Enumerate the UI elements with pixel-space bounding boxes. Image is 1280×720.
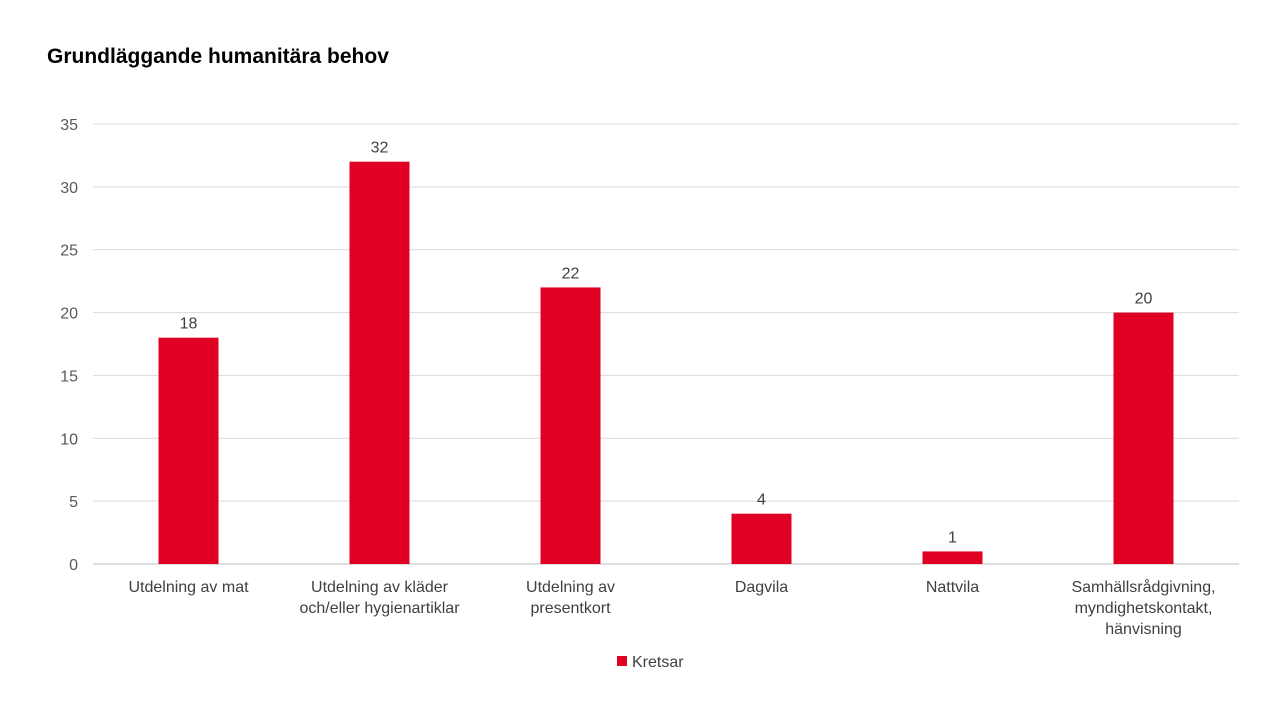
data-label: 20	[1135, 291, 1153, 308]
y-tick-label: 0	[69, 557, 78, 574]
bar	[540, 287, 601, 564]
bar	[731, 513, 792, 564]
y-tick-label: 10	[60, 431, 78, 448]
data-label: 4	[757, 492, 766, 509]
x-axis-categories: Utdelning av mat Utdelning av kläder och/e…	[128, 578, 1215, 638]
data-label: 22	[562, 265, 580, 282]
x-category-label: Utdelning av kläder och/eller hygienartik…	[299, 579, 460, 617]
bar	[158, 337, 219, 564]
y-tick-label: 25	[60, 243, 78, 260]
data-labels: 18 32 22 4 1 20	[180, 140, 1153, 547]
y-tick-label: 30	[60, 180, 78, 197]
y-tick-label: 20	[60, 306, 78, 323]
bar	[1113, 312, 1174, 564]
legend: Kretsar	[617, 654, 684, 671]
y-tick-label: 35	[60, 117, 78, 134]
y-tick-label: 5	[69, 494, 78, 511]
data-label: 18	[180, 316, 198, 333]
data-label: 32	[371, 140, 389, 157]
bar	[349, 161, 410, 564]
y-tick-label: 15	[60, 368, 78, 385]
x-category-label: Nattvila	[926, 579, 979, 596]
bars	[158, 161, 1174, 564]
data-label: 1	[948, 529, 957, 546]
x-category-label: Samhällsrådgivning, myndighetskontakt, hän…	[1071, 578, 1215, 638]
y-axis-ticks: 0 5 10 15 20 25 30 35	[60, 117, 78, 574]
legend-label: Kretsar	[632, 654, 684, 671]
bar	[922, 551, 983, 564]
chart-title: Grundläggande humanitära behov	[47, 45, 389, 68]
gridlines	[93, 123, 1239, 565]
x-category-label: Utdelning av presentkort	[526, 579, 615, 617]
legend-swatch	[617, 656, 627, 666]
x-category-label: Dagvila	[735, 579, 788, 596]
x-category-label: Utdelning av mat	[128, 579, 249, 596]
